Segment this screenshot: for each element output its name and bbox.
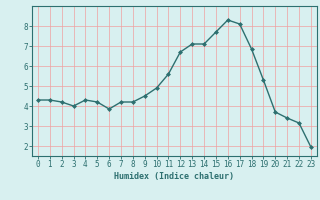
- X-axis label: Humidex (Indice chaleur): Humidex (Indice chaleur): [115, 172, 234, 181]
